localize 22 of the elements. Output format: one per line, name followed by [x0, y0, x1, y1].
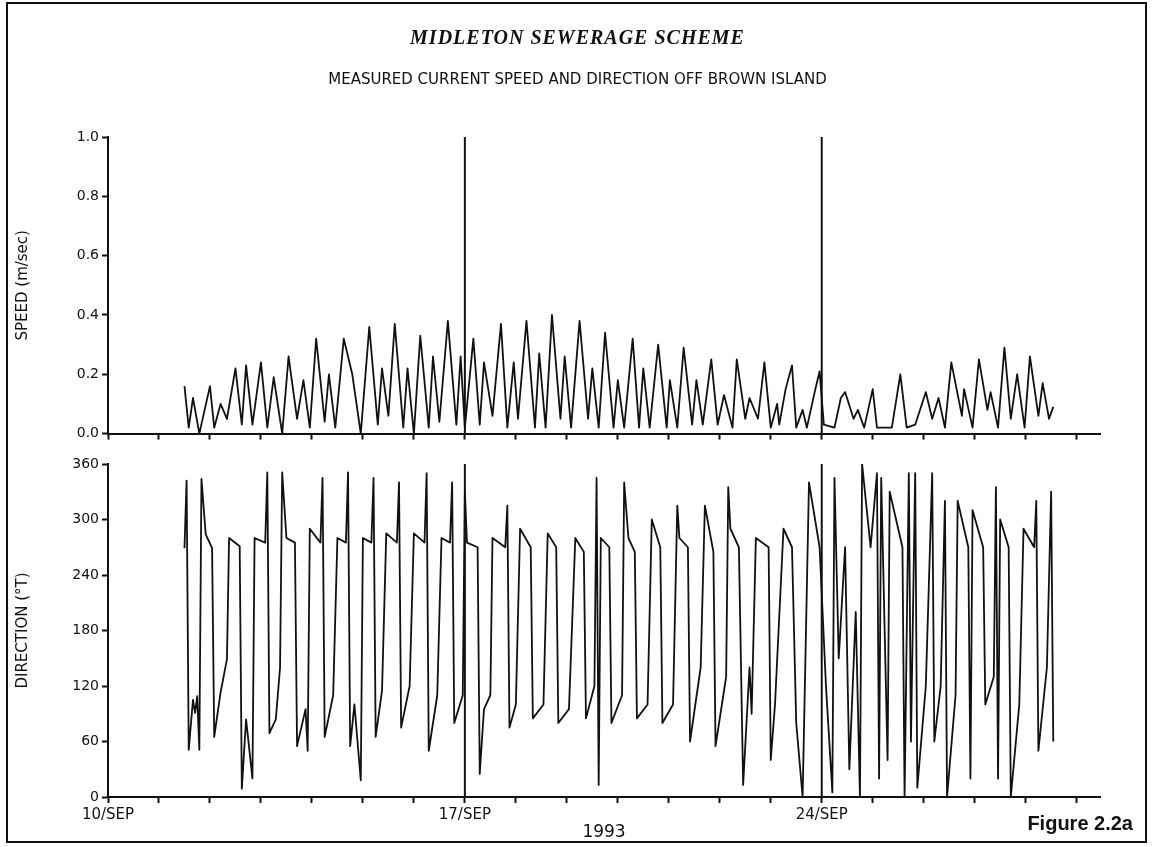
- x-tick-label: 17/SEP: [438, 804, 491, 823]
- y-tick-label: 0.4: [76, 305, 100, 322]
- y-tick-label: 180: [72, 621, 99, 638]
- y-tick-label: 240: [72, 565, 99, 582]
- y-tick-label: 0: [90, 787, 99, 804]
- x-tick-label: 10/SEP: [81, 804, 135, 823]
- y-tick-label: 1.0: [76, 127, 99, 144]
- y-tick-label: 0.6: [76, 246, 100, 263]
- chart-title: MIDLETON SEWERAGE SCHEME: [409, 26, 746, 49]
- y-tick-label: 0.8: [76, 186, 99, 203]
- y-axis-title: DIRECTION (°T): [12, 572, 31, 689]
- y-axis-title: SPEED (m/sec): [12, 230, 31, 341]
- chart-subtitle: MEASURED CURRENT SPEED AND DIRECTION OFF BROWN ISLAND: [327, 70, 828, 88]
- caption: Figure 2.2a: [1027, 812, 1133, 835]
- y-tick-label: 120: [72, 676, 99, 693]
- x-axis-title: 1993: [582, 821, 626, 842]
- x-tick-label: 24/SEP: [795, 804, 848, 823]
- y-tick-label: 360: [72, 454, 99, 471]
- y-tick-label: 300: [72, 510, 99, 527]
- y-tick-label: 0.0: [76, 424, 99, 441]
- y-tick-label: 0.2: [76, 364, 99, 381]
- y-tick-label: 60: [81, 732, 99, 749]
